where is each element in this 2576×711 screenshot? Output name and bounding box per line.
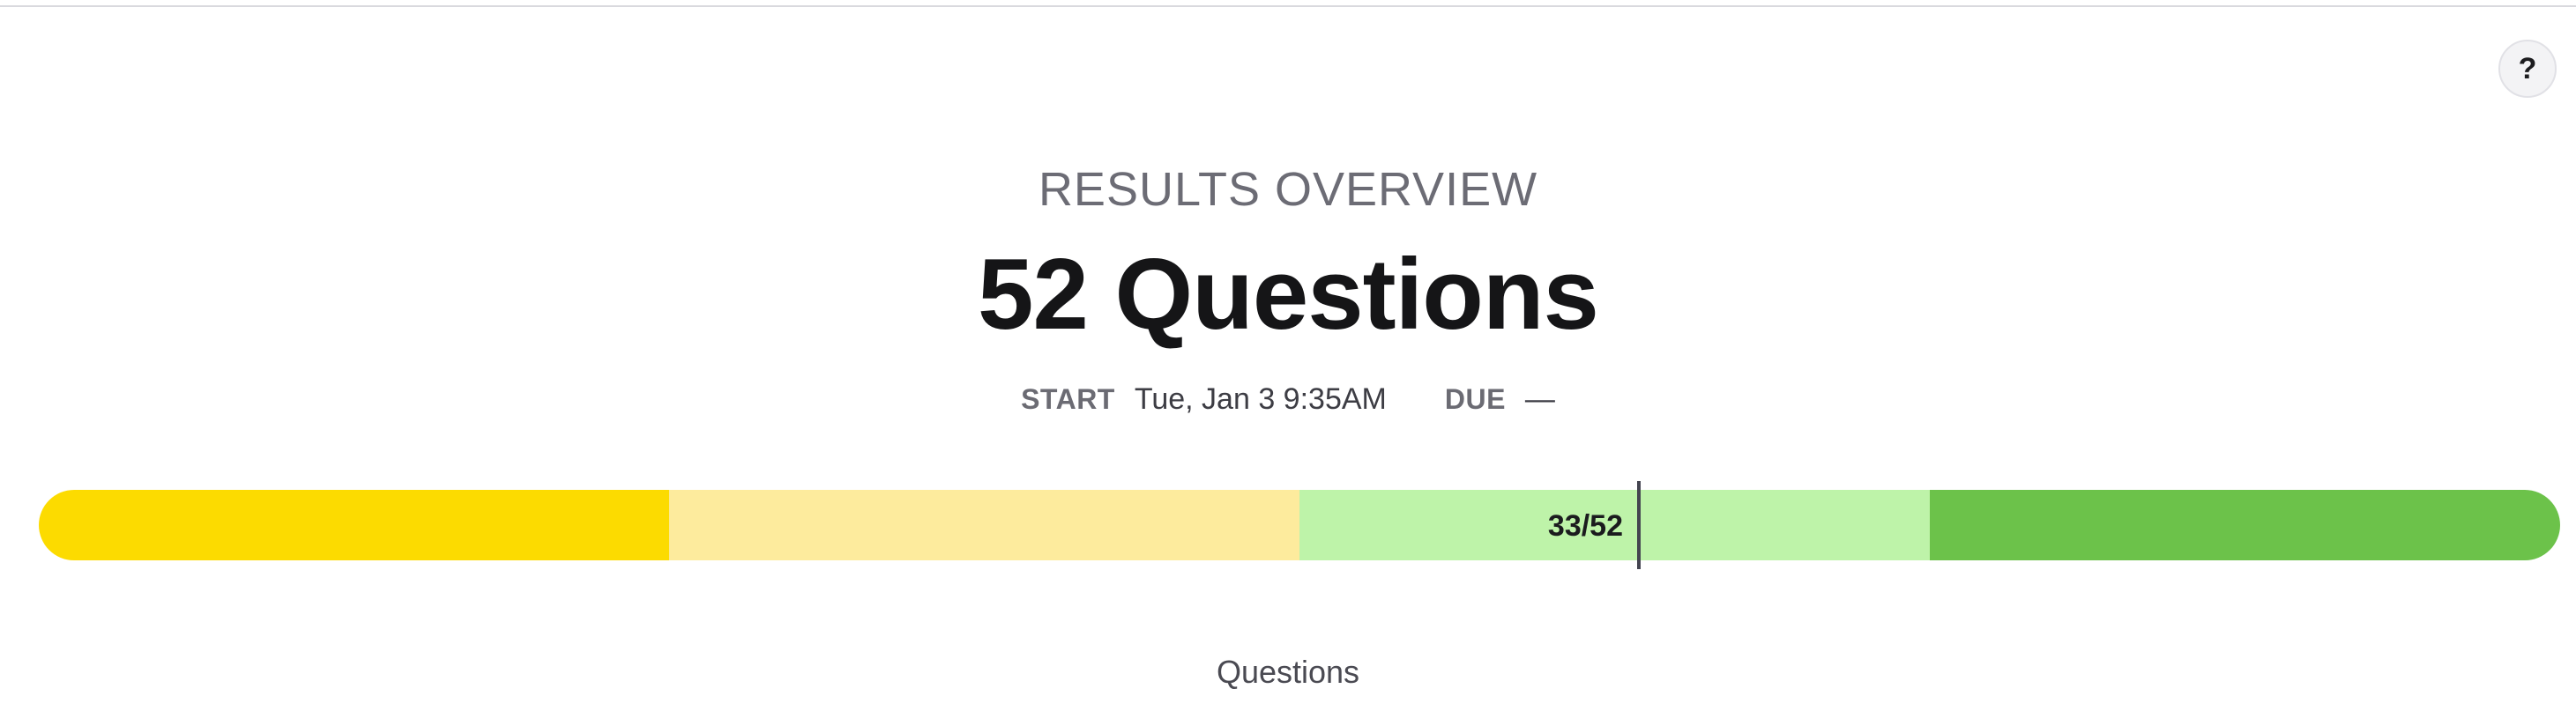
start-label: START (1021, 382, 1115, 415)
top-divider (0, 0, 2576, 7)
results-overview-heading: RESULTS OVERVIEW (1038, 163, 1538, 216)
progress-bar (39, 490, 2560, 560)
progress-segment-1 (39, 490, 669, 560)
help-icon: ? (2518, 51, 2537, 85)
due-label: DUE (1444, 382, 1506, 415)
help-button[interactable]: ? (2498, 40, 2557, 98)
due-value: — (1524, 381, 1555, 416)
progress-marker-label: 33/52 (1547, 509, 1623, 543)
schedule-row: START Tue, Jan 3 9:35AM DUE — (0, 377, 2576, 421)
progress-marker (1637, 481, 1641, 569)
progress-segment-4 (1930, 490, 2560, 560)
question-count-title: 52 Questions (978, 239, 1599, 351)
progress-segment-2 (669, 490, 1299, 560)
questions-section-label: Questions (1216, 654, 1360, 690)
start-value: Tue, Jan 3 9:35AM (1134, 381, 1387, 416)
progress-segment-3 (1299, 490, 1930, 560)
